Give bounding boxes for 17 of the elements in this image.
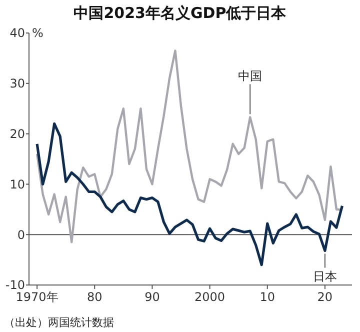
y-tick-label: -10 bbox=[5, 278, 25, 292]
y-tick-label: 30 bbox=[10, 76, 25, 91]
annotation: 日本 bbox=[312, 270, 337, 284]
x-tick-label: 20 bbox=[317, 290, 333, 304]
y-axis-title: % bbox=[32, 26, 44, 40]
x-tick-label: 10 bbox=[260, 290, 276, 304]
text: （出处）两国统计数据 bbox=[4, 316, 114, 329]
x-tick-label: 80 bbox=[86, 290, 102, 304]
y-tick-label: 10 bbox=[10, 177, 25, 192]
x-tick-label: 1970年 bbox=[16, 290, 58, 304]
x-tick-label: 2000 bbox=[194, 290, 226, 304]
y-tick-label: 0 bbox=[17, 228, 25, 242]
y-tick-label: 20 bbox=[10, 127, 25, 141]
chart-title: 中国2023年名义GDP低于日本 bbox=[74, 4, 288, 22]
y-tick-label: 40 bbox=[10, 26, 25, 40]
x-tick-label: 90 bbox=[144, 290, 160, 304]
annotation: 中国 bbox=[238, 69, 262, 84]
